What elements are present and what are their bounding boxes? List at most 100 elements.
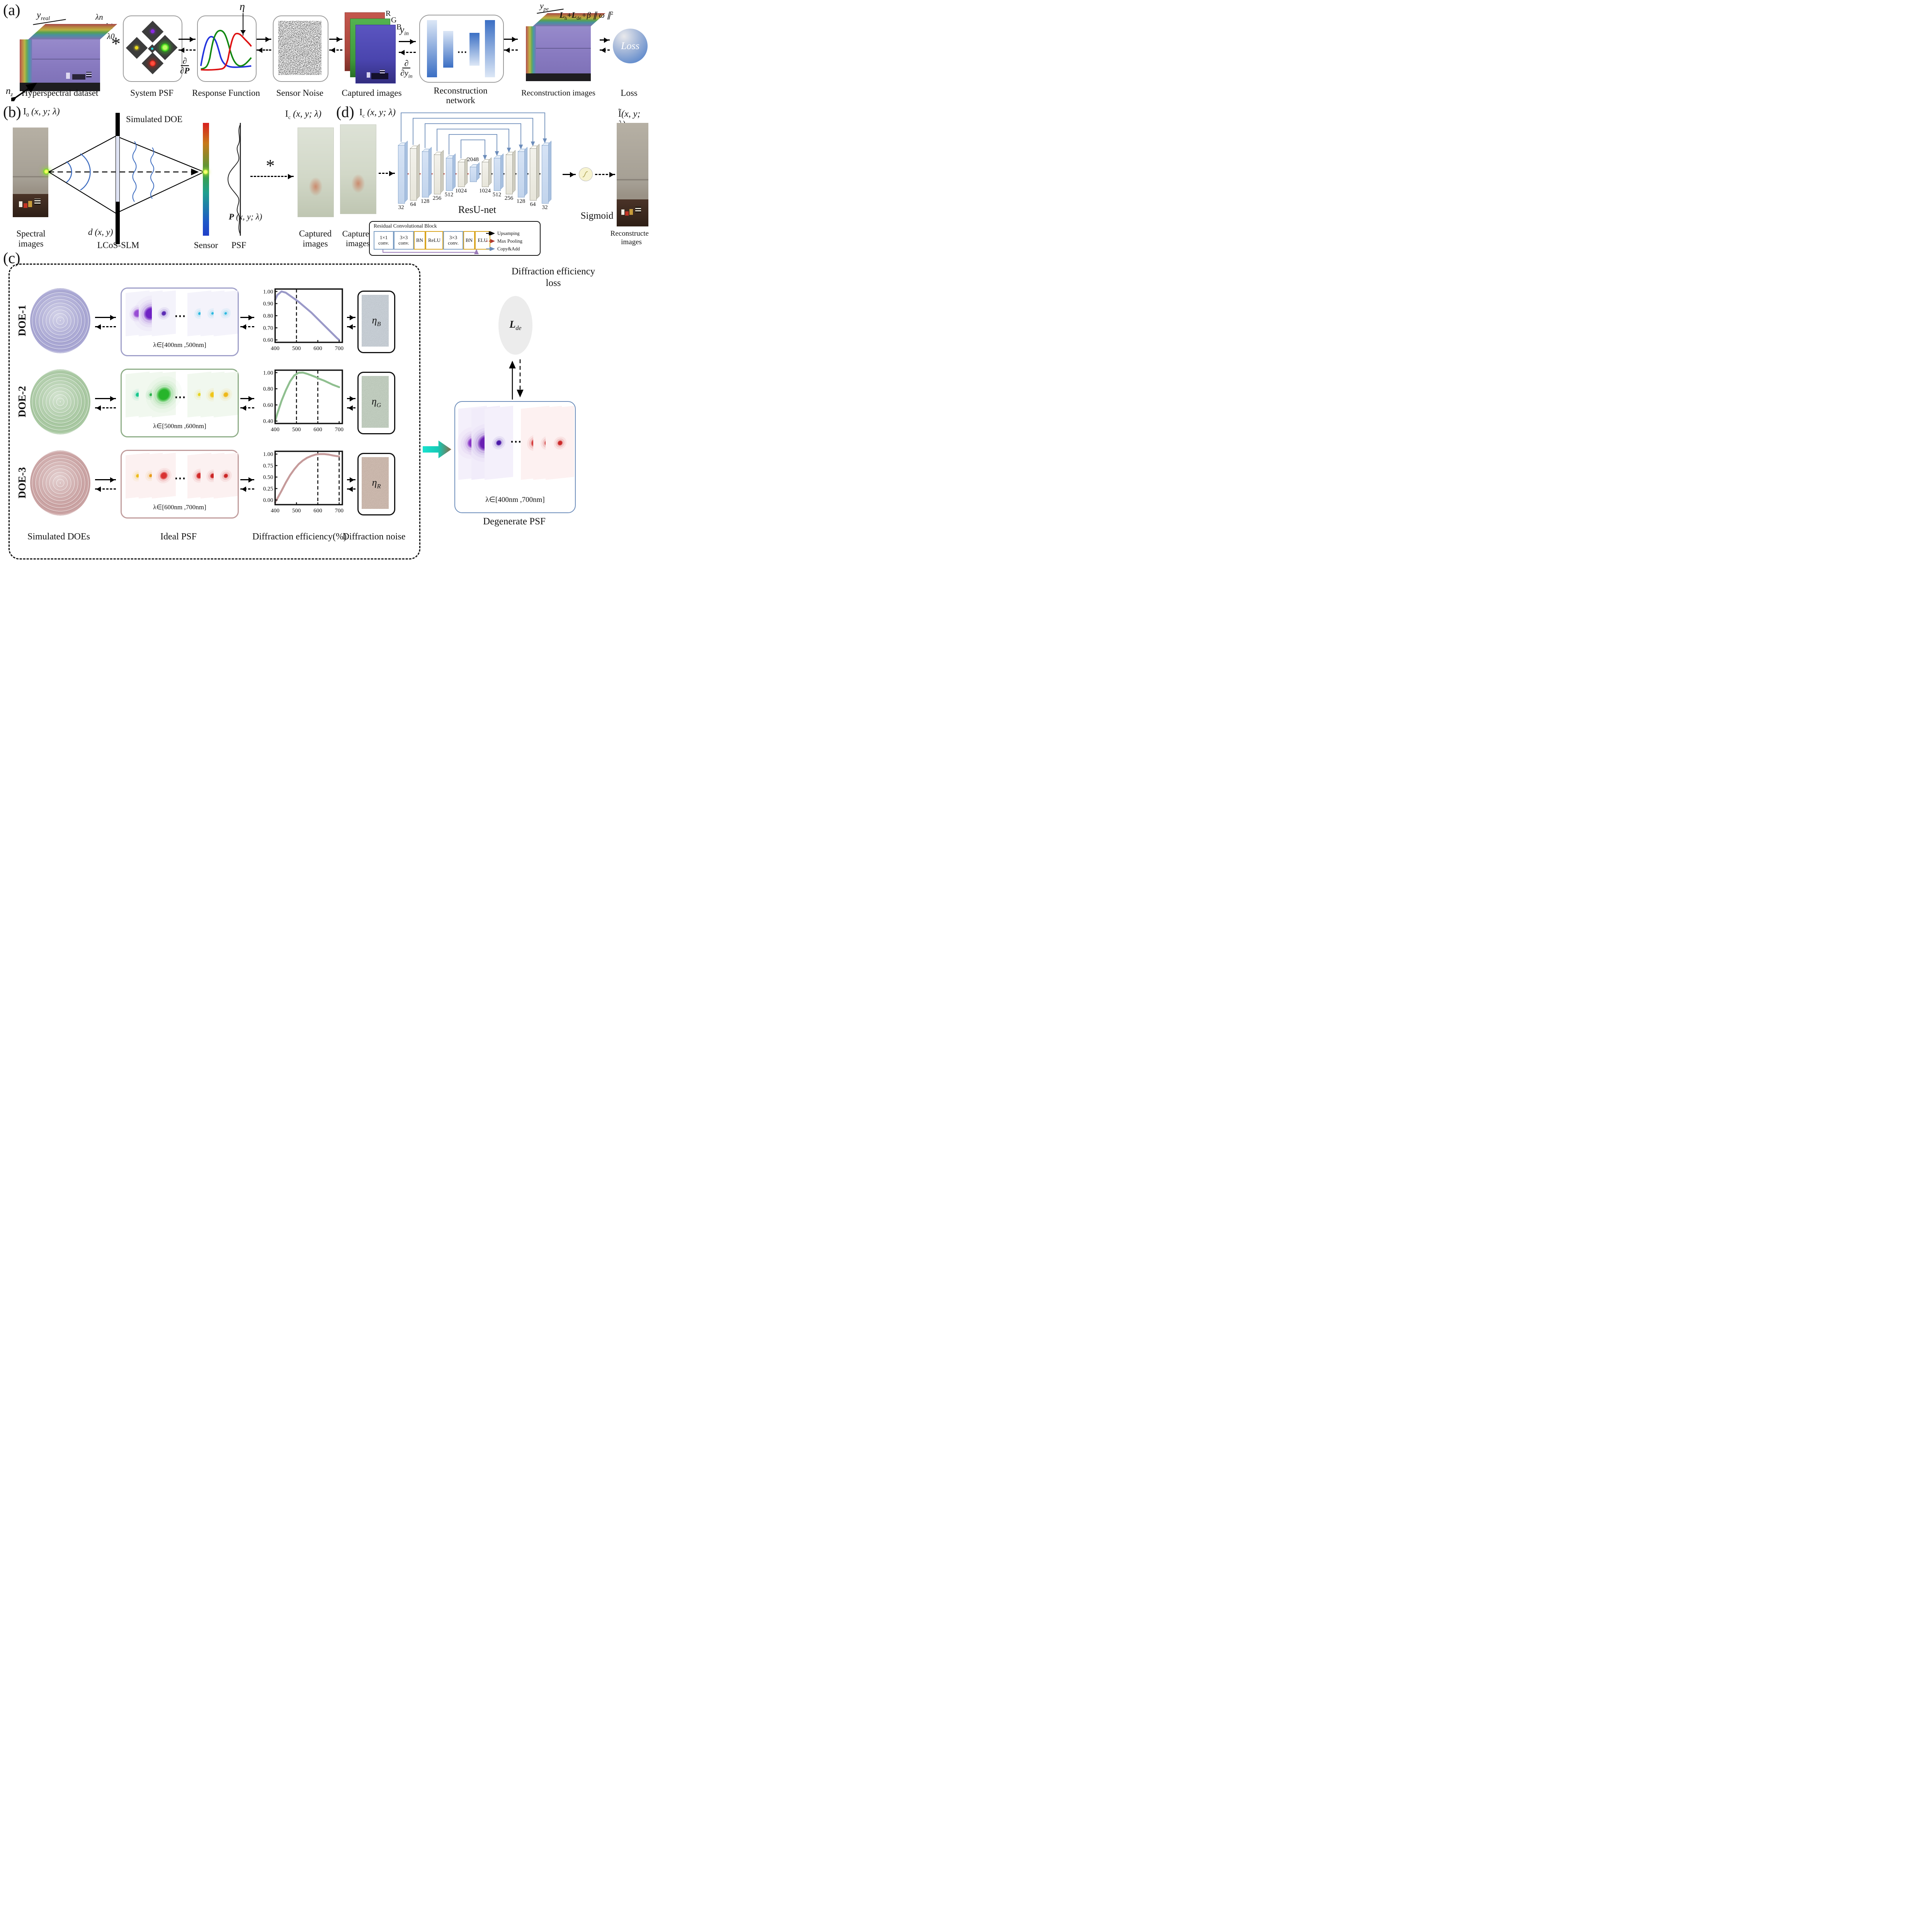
reconstruction-cube: ype [520,1,605,86]
residual-block-cells: 1×1 conv. 3×3 conv. BN ReLU 3×3 conv. BN… [374,231,490,250]
network-slab-8 [494,158,501,191]
sensor-caption: Sensor [194,240,218,250]
lambda-range-3: λ∈[600nm ,700nm] [153,503,206,511]
convolution-star-b: * [266,156,275,175]
svg-text:0.50: 0.50 [263,474,273,481]
lambda-n-label: λn [95,12,103,22]
forward-arrow-4 [399,39,416,44]
row3-to-noise-arrow [347,477,355,483]
psf-plane [152,371,176,418]
svg-text:1.00: 1.00 [263,451,273,457]
doe-3-label: DOE-3 [16,467,28,499]
efficiency-chart-2: 0.40 0.60 0.80 1.00 400 500 600 700 [263,369,344,433]
y-in-label: yin [400,25,409,37]
cube-top-face [28,24,117,39]
cell-1x1-conv: 1×1 conv. [374,231,394,250]
backward-arrow-5 [504,47,518,53]
panel-d-label: (d) [336,103,354,121]
psf-dot-yellow [135,46,138,49]
residual-skip-arrow [383,249,479,254]
reconstruction-network-box: ⋯ [419,15,504,83]
lambda-range-2: λ∈[500nm ,600nm] [153,422,206,430]
captured-images-caption-d: Captured images [342,229,374,248]
cube-spectral-strip [20,39,32,83]
legend-copy-add: Copy&Add [486,245,522,253]
psf-dot-green [161,43,169,52]
residual-block: Residual Convolutional Block 1×1 conv. 3… [369,221,541,256]
cell-elu: ELU [475,231,490,250]
response-function-box [197,15,257,82]
diffraction-noise-box-1: ηB [357,291,395,353]
svg-text:400: 400 [271,345,280,352]
sigmoid-out-arrow [595,172,615,177]
legend-max-pooling: Max Pooling [486,237,522,245]
captured-image-b [298,128,334,217]
row3-to-chart-arrow [240,477,254,483]
slab-channels-label: 64 [410,201,416,207]
ellipsis: ⋯ [174,472,187,485]
spectral-item-red [24,203,27,208]
ideal-psf-box-3: ⋯ λ∈[600nm ,700nm] [121,450,239,519]
lcos-slm-caption: LCoS-SLM [97,240,139,250]
slab-channels-label: 1024 [479,188,491,194]
network-bar-1 [427,20,437,77]
response-curves [200,30,252,71]
svg-text:0.90: 0.90 [263,301,273,307]
row2-to-chart-arrow [240,396,254,401]
cube-bottom-band [20,83,100,91]
row2-backward-arrow [95,405,116,411]
grad-wrt-psf: ∂ ∂P [180,56,190,76]
psf-stack-3: ⋯ [122,451,238,517]
slab-channels-label: 256 [432,195,442,201]
psf-dot-cyan [151,48,153,50]
noise-texture-1 [362,295,389,347]
doe-3-disc [30,451,90,515]
backward-arrow-3 [329,47,342,53]
simulated-doe-label: Simulated DOE [126,114,183,124]
row1-forward-arrow [95,315,116,320]
row1-from-chart-arrow [240,324,254,330]
captured-images-caption-b: Captured images [299,229,332,249]
doe-1-label: DOE-1 [16,305,28,337]
slab-channels-label: 32 [542,204,548,211]
footer-diffraction-noise: Diffraction noise [342,532,406,542]
svg-text:0.40: 0.40 [263,418,273,425]
captured-image-d [340,124,376,214]
diffraction-noise-box-3: ηR [357,453,395,515]
network-dots: ⋯ [457,46,467,58]
network-slab-1 [410,148,417,201]
efficiency-chart-1: 0.60 0.70 0.80 0.90 1.00 400 500 600 700 [263,288,344,352]
sensor-noise-texture [278,21,321,75]
sensor-bar [203,123,209,236]
cube-seam [32,59,100,60]
y-pe-label: ype [540,1,549,12]
psf-plane [152,290,176,337]
degenerate-psf-caption: Degenerate PSF [483,516,546,527]
slab-channels-label: 512 [492,192,502,198]
reconstructed-image [617,123,648,226]
grad-wrt-yin: ∂ ∂yin [400,58,413,80]
degenerate-psf-stack: ⋯ [455,402,575,512]
row1-backward-arrow [95,324,116,330]
captured-rgb-stack: R G B [345,9,403,87]
de-loss-title: Diffraction efficiency loss [511,266,595,288]
psf-spot [156,385,172,404]
psf-plane [485,406,513,480]
psf-spot [224,311,227,315]
footer-simulated-does: Simulated DOEs [27,532,90,542]
network-legend: Upsamping Max Pooling Copy&Add [486,230,522,253]
network-slab-2 [422,151,429,197]
captured-images-caption: Captured images [342,88,402,98]
recon-item-checker [635,207,641,213]
row3-from-chart-arrow [240,486,254,492]
degenerate-input-arrow [423,440,451,458]
loss-caption: Loss [621,88,638,98]
lambda-0-label: λ0 [107,32,115,41]
ray-diagram [48,135,204,214]
svg-text:600: 600 [313,345,322,352]
loss-formula: Lh+Lde+β ∥ ω ∥2 [560,10,614,21]
cell-bn-2: BN [463,231,475,250]
cell-3x3-conv-1: 3×3 conv. [394,231,414,250]
network-slab-7 [482,162,489,187]
psf-dot-purple [151,29,155,33]
